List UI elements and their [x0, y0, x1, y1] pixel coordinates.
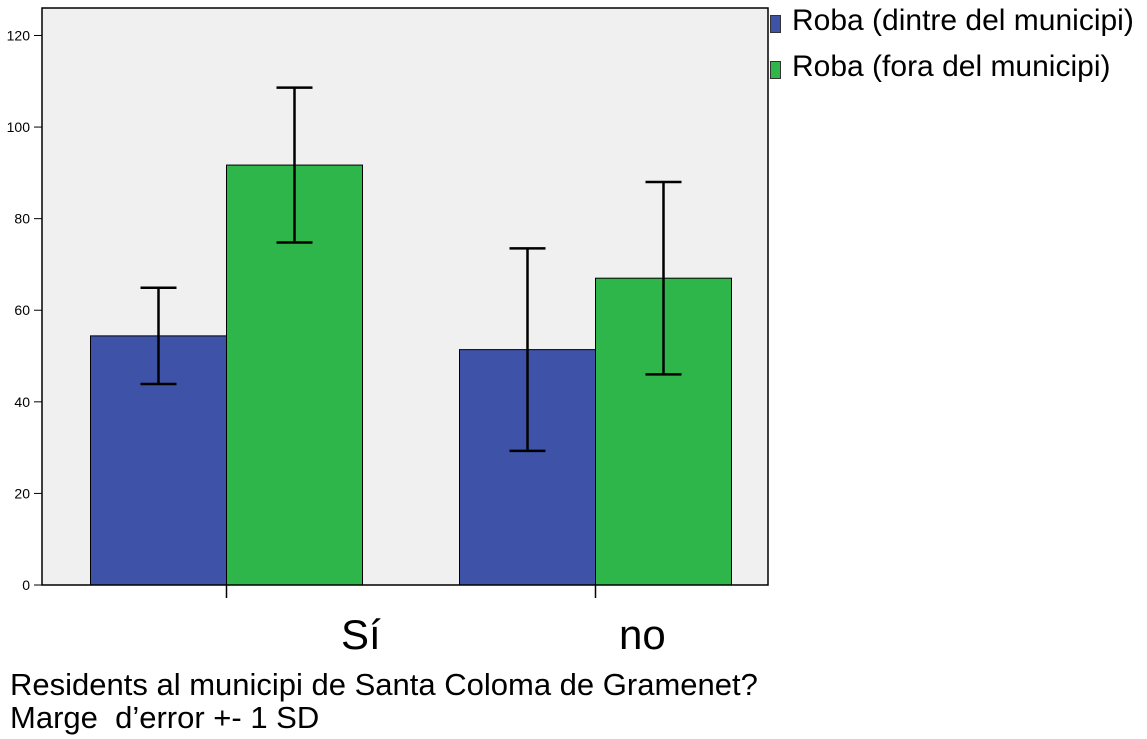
legend-swatch-dintre — [770, 15, 781, 33]
x-axis — [225, 585, 597, 598]
legend-label-dintre: Roba (dintre del municipi) — [792, 4, 1134, 37]
legend-item-dintre: Roba (dintre del municipi) — [770, 6, 1142, 42]
x-category-label-si: Sí — [341, 611, 381, 658]
y-tick-label-80: 80 — [14, 211, 30, 227]
y-tick-label-60: 60 — [14, 302, 30, 318]
error-bar-si-roba-dintre-del-municipi — [140, 286, 177, 386]
error-margin-note: Marge d’error +- 1 SD — [10, 700, 320, 735]
x-axis-label: Residents al municipi de Santa Coloma de… — [10, 667, 758, 702]
bar-chart: 0 20 40 60 80 100 120 — [7, 7, 769, 598]
y-tick-label-0: 0 — [22, 577, 30, 593]
error-bars-layer — [140, 86, 682, 453]
error-bar-no-roba-dintre-del-municipi — [509, 247, 546, 453]
legend: Roba (dintre del municipi) Roba (fora de… — [770, 0, 1142, 90]
y-axis: 0 20 40 60 80 100 120 — [7, 27, 42, 593]
y-tick-label-120: 120 — [7, 27, 31, 43]
x-category-label-no: no — [619, 611, 666, 658]
legend-label-fora: Roba (fora del municipi) — [792, 50, 1111, 83]
y-tick-label-20: 20 — [14, 485, 30, 501]
plot-border — [41, 7, 769, 586]
legend-swatch-fora — [770, 61, 781, 79]
y-tick-label-40: 40 — [14, 394, 30, 410]
error-bar-si-roba-fora-del-municipi — [276, 86, 313, 244]
y-tick-label-100: 100 — [7, 119, 31, 135]
legend-item-fora: Roba (fora del municipi) — [770, 52, 1142, 88]
error-bar-no-roba-fora-del-municipi — [645, 180, 682, 376]
